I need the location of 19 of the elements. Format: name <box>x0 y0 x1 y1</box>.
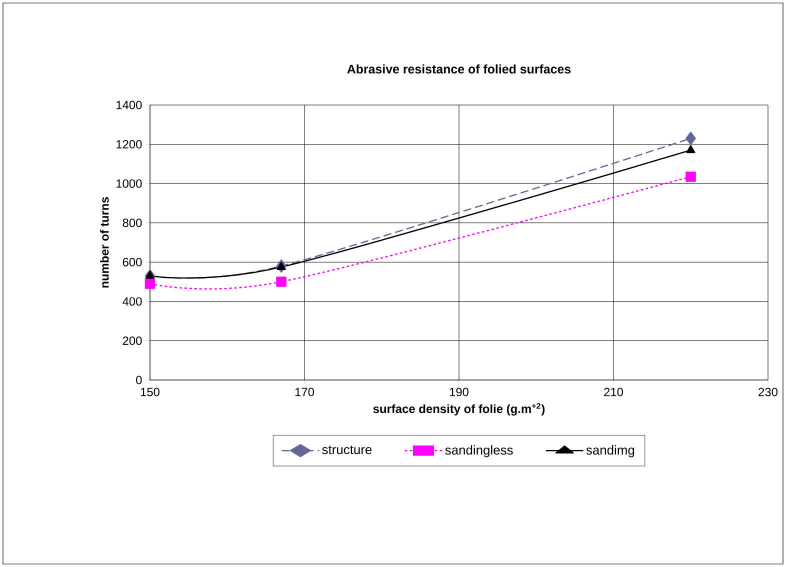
y-tick-label: 600 <box>122 258 142 266</box>
x-tick-label: 190 <box>450 388 469 396</box>
y-tick-label: 1400 <box>116 100 142 110</box>
x-tick-label: 230 <box>758 388 778 396</box>
x-tick-label: 210 <box>604 388 624 396</box>
y-tick-label: 1200 <box>116 140 142 149</box>
x-axis-title: surface density of folie (g.m$^{+2}$) <box>373 403 545 416</box>
y-tick-label: 200 <box>122 336 142 345</box>
y-tick-label: 1000 <box>116 179 142 188</box>
x-tick-label: 170 <box>295 388 314 396</box>
legend-label: sandimg <box>586 445 634 458</box>
legend-label: structure <box>322 446 372 454</box>
y-tick-label: 800 <box>122 218 142 228</box>
y-tick-label: 0 <box>136 376 142 384</box>
y-tick-label: 400 <box>122 297 142 306</box>
chart-title: Abrasive resistance of folied surfaces <box>347 64 571 74</box>
y-axis-title: number of turns <box>100 197 109 288</box>
x-tick-label: 150 <box>140 388 160 396</box>
legend-label: sandingless <box>445 445 513 458</box>
